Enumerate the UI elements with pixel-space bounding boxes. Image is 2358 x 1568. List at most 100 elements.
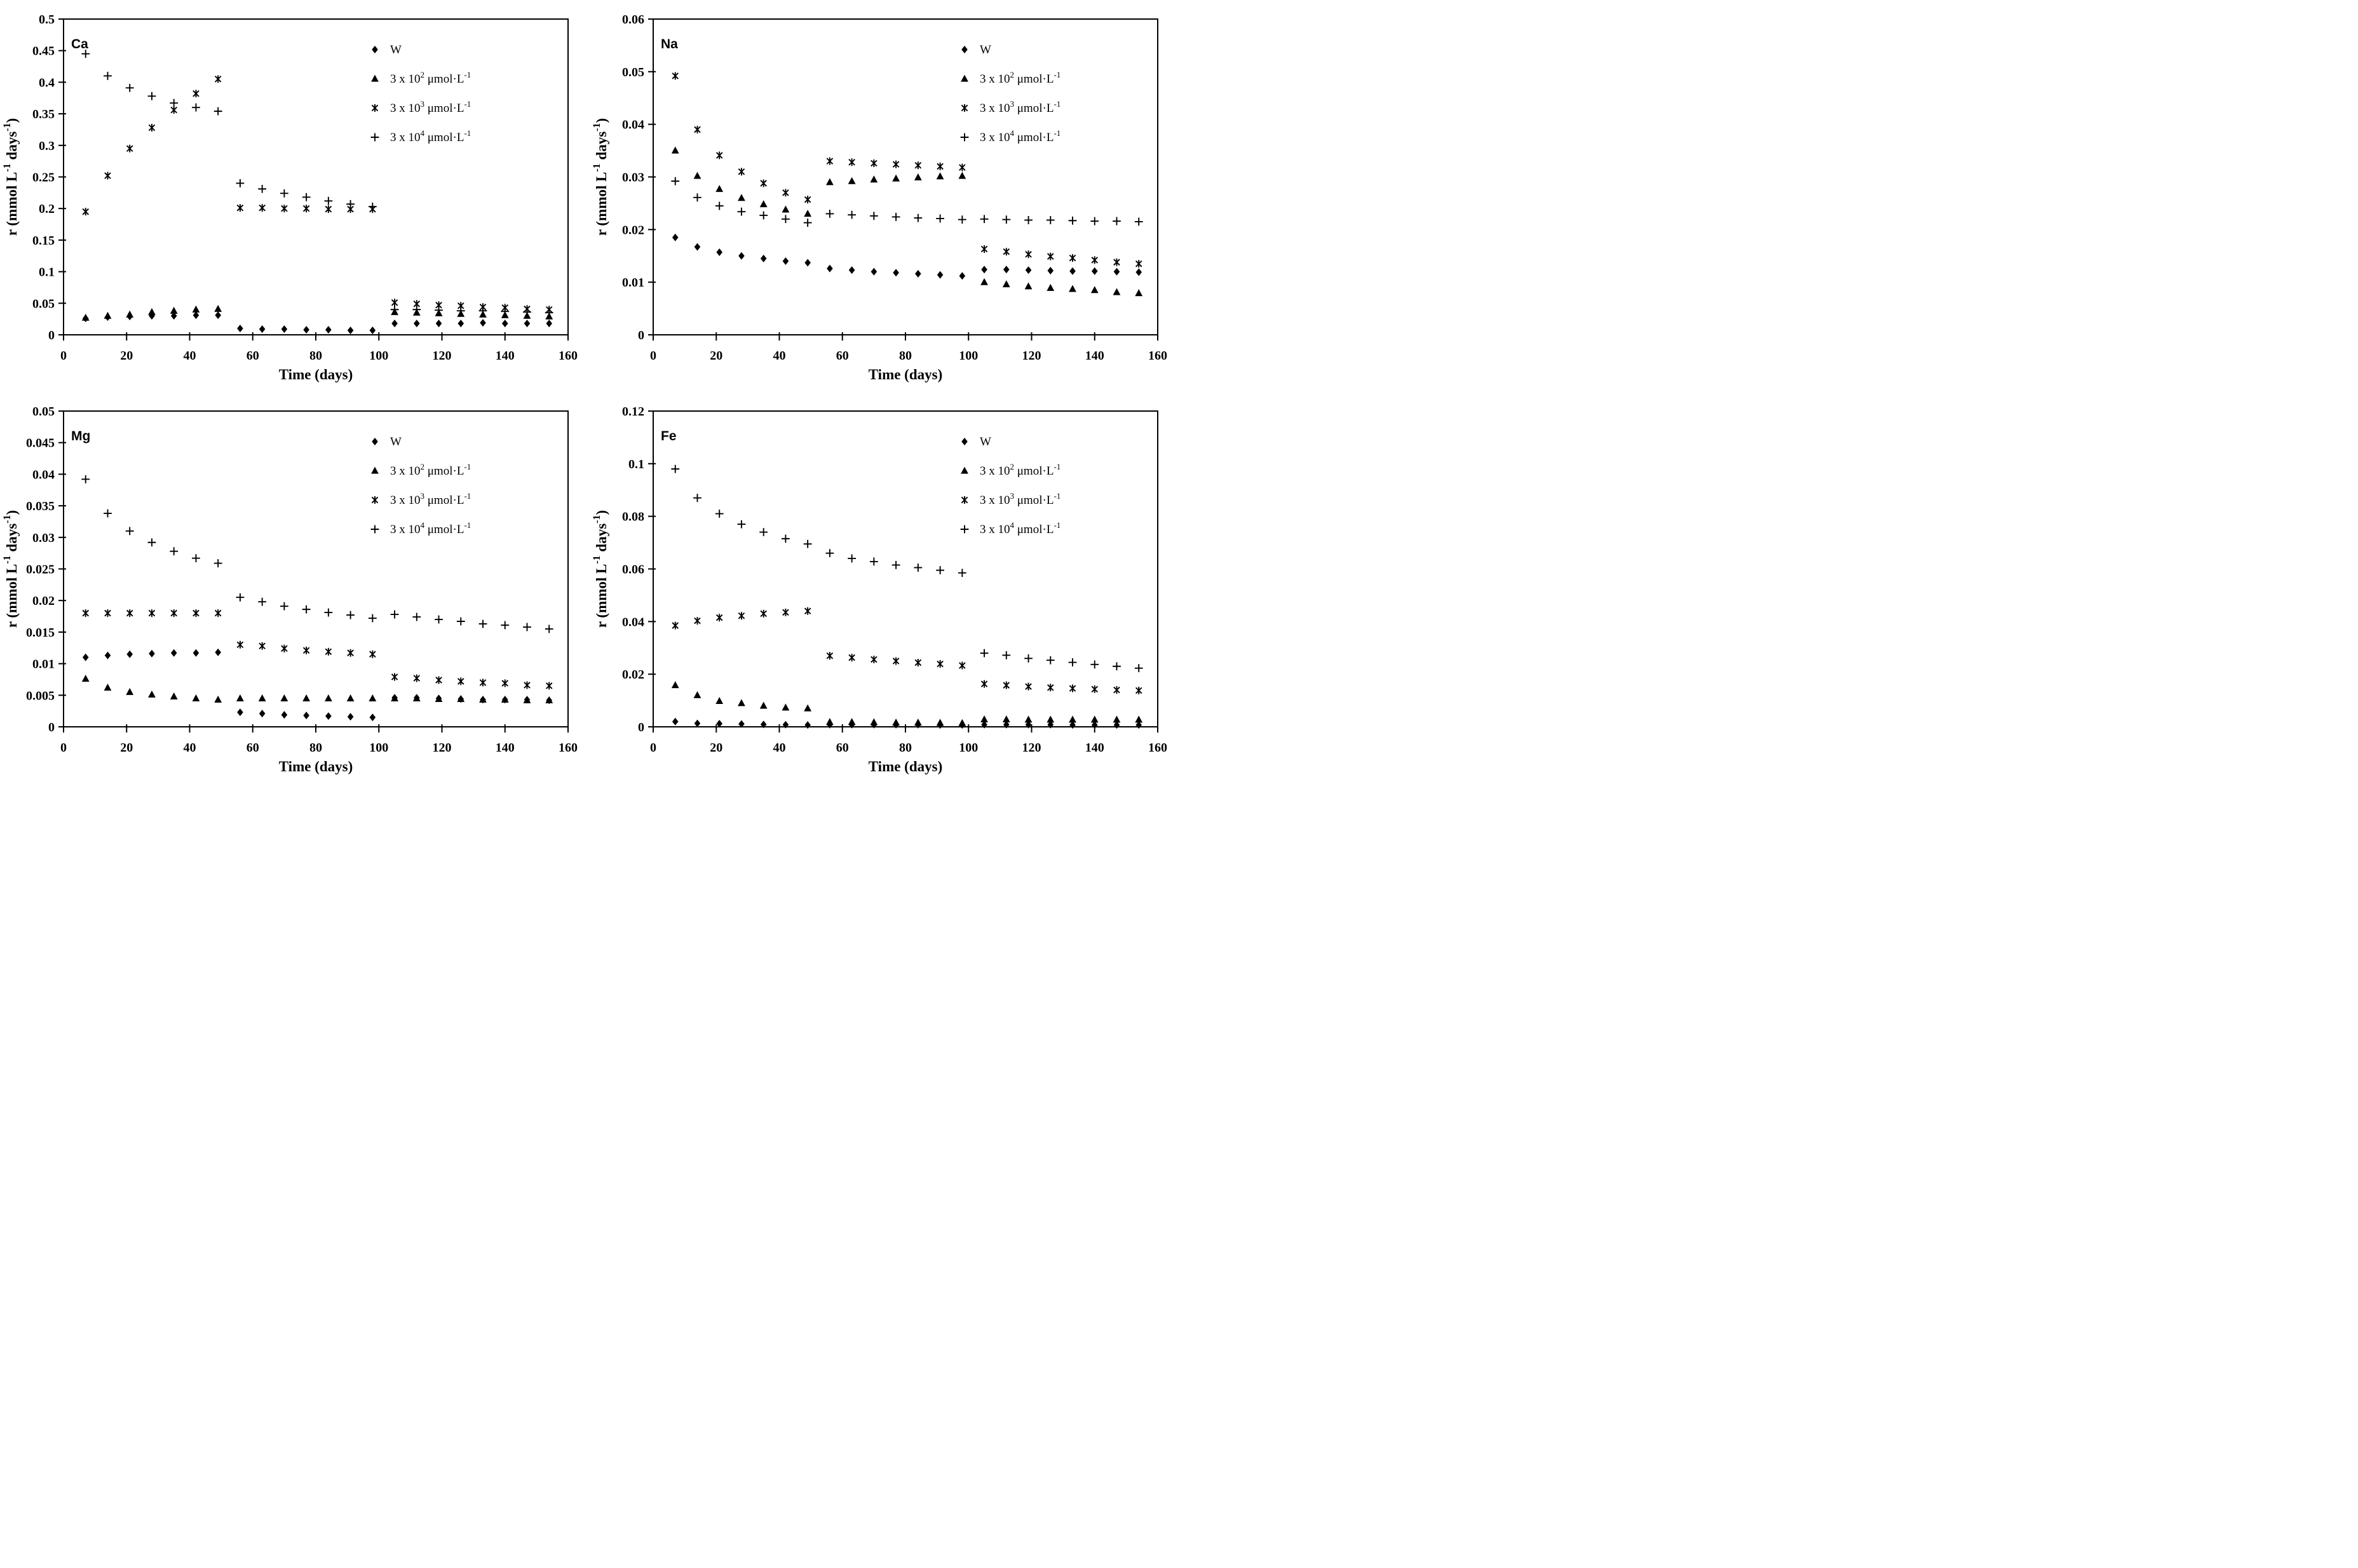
triangle-marker [782,703,790,711]
diamond-marker [959,272,966,280]
plus-marker [1090,660,1099,669]
y-tick-label: 0.12 [622,405,644,419]
diamond-marker [1069,721,1076,729]
triangle-marker [435,694,443,702]
x-tick-label: 80 [899,741,912,755]
diamond-marker [782,257,789,266]
x-tick-label: 140 [1085,349,1104,363]
diamond-marker [215,311,221,320]
plus-marker [960,525,969,534]
legend-item: 3 x 104 μmol·L-1 [960,128,1060,144]
triangle-marker [1024,282,1033,290]
x-tick-label: 160 [559,349,578,363]
plus-marker [435,306,443,314]
y-tick-label: 0.04 [32,468,55,482]
triangle-marker [738,194,745,201]
plus-marker [147,538,156,547]
star-marker [1135,686,1142,694]
plus-marker [980,649,989,658]
star-marker [1091,685,1099,693]
x-tick-label: 100 [959,741,978,755]
diamond-marker [480,319,486,327]
diamond-marker [1025,266,1032,274]
star-marker [892,160,900,168]
legend: W 3 x 102 μmol·L-1 3 x 103 μmol·L-1 3 x 104… [370,435,471,536]
plus-marker [848,210,857,219]
plus-marker [848,554,857,563]
diamond-marker [237,325,243,333]
triangle-marker [958,719,966,726]
star-marker [281,644,288,652]
plus-marker [412,305,421,314]
plus-marker [671,464,680,473]
plus-marker [1113,217,1121,226]
y-axis: 0 0.02 0.04 0.06 0.08 0.1 0.12 [622,405,656,734]
x-tick-label: 80 [309,741,322,755]
plus-marker [914,213,923,222]
triangle-marker [170,692,178,700]
triangle-marker [870,718,878,726]
star-marker [980,680,988,688]
plus-marker [368,202,377,211]
plus-marker [693,193,701,202]
star-marker [371,104,379,112]
x-tick-label: 140 [496,349,515,363]
triangle-marker [936,172,944,180]
plus-marker [280,602,288,611]
triangle-marker [412,694,421,701]
triangle-marker [759,200,768,208]
legend-item: 3 x 103 μmol·L-1 [371,99,471,115]
figure-dissolution-rate-panels: 0 0.05 0.1 0.15 0.2 0.25 0.3 0.35 0.4 0.45 0.5 0 20 4… [0,0,1179,784]
x-axis: 0 20 40 60 80 100 120 140 160 [60,724,578,755]
plus-marker [1002,651,1011,659]
diamond-marker [237,708,243,717]
legend-item: 3 x 104 μmol·L-1 [960,520,1060,536]
triangle-marker [715,185,724,193]
star-marker [148,609,156,618]
plus-marker [258,597,267,606]
mg-chart: 0 0.005 0.01 0.015 0.02 0.025 0.03 0.035 0.04 0.0… [2,405,578,774]
x-axis-title: Time (days) [869,759,943,774]
star-marker [259,642,266,650]
x-tick-label: 60 [247,741,259,755]
diamond-marker [82,653,89,661]
diamond-marker [760,720,767,729]
x-axis-title: Time (days) [279,759,353,774]
x-tick-label: 80 [899,349,912,363]
star-marker [871,655,877,663]
star-marker [1003,681,1010,689]
diamond-marker [827,264,833,273]
plus-marker [346,611,355,619]
plus-marker [914,564,923,572]
plus-marker [147,91,156,100]
diamond-marker [694,243,701,251]
plus-marker [960,133,969,142]
diamond-marker [369,713,376,722]
star-marker [1113,686,1120,694]
legend-label: 3 x 102 μmol·L-1 [390,70,471,86]
plus-marker [456,617,465,626]
star-marker [369,650,376,658]
triangle-marker [302,694,311,701]
legend-item: 3 x 102 μmol·L-1 [371,70,471,86]
legend: W 3 x 102 μmol·L-1 3 x 103 μmol·L-1 3 x 104… [370,43,471,144]
x-tick-label: 160 [1148,349,1167,363]
y-tick-label: 0.1 [628,457,644,471]
diamond-marker [1047,266,1054,274]
star-marker [848,158,855,166]
star-marker [126,144,133,152]
x-tick-label: 140 [1085,741,1104,755]
plus-marker [958,215,966,224]
star-marker [104,609,111,618]
star-marker [391,299,398,307]
panel-label: Ca [71,37,88,51]
triangle-marker [1135,289,1143,297]
plot-border [653,410,1158,727]
y-tick-label: 0.05 [32,297,55,311]
triangle-marker [214,695,222,703]
triangle-marker [1002,715,1010,723]
series-triangle-points [671,146,1143,297]
plus-marker [501,621,510,630]
series-diamond-points [672,233,1142,280]
y-tick-label: 0.5 [39,13,55,27]
